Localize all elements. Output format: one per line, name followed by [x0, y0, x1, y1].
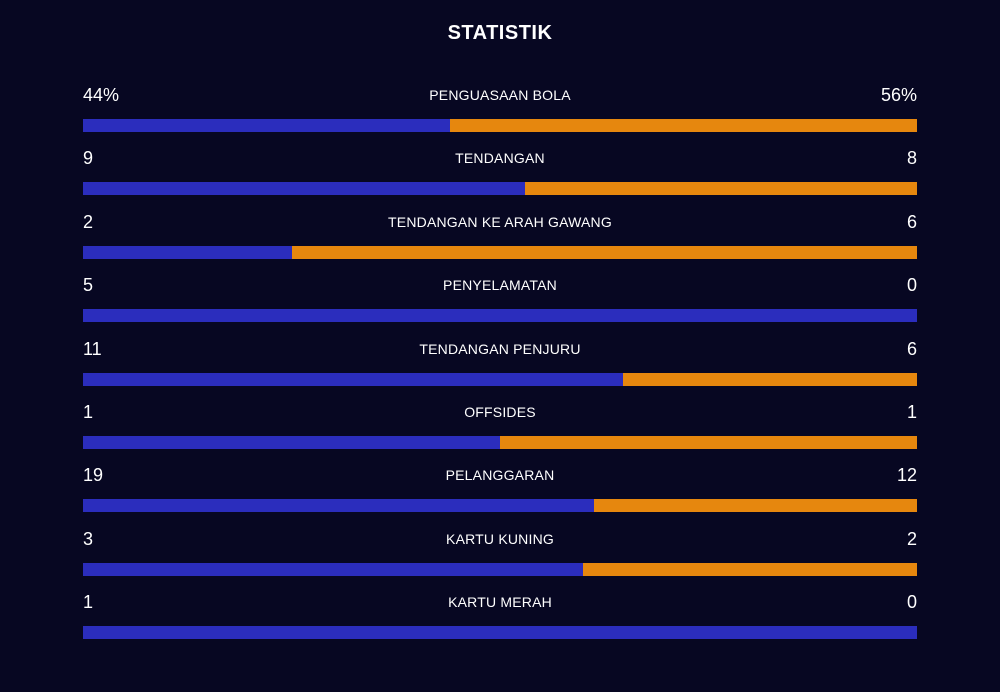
stat-label: OFFSIDES — [464, 404, 536, 420]
stat-away-value: 6 — [906, 211, 917, 232]
stat-label: PENYELAMATAN — [443, 277, 557, 294]
stat-home-value: 9 — [83, 148, 94, 169]
stat-away-value: 8 — [906, 148, 917, 169]
stat-bar-away — [524, 182, 917, 196]
stat-bar-home — [83, 562, 584, 576]
stat-label: PENGUASAAN BOLA — [429, 87, 571, 103]
stat-bar — [83, 245, 917, 259]
stat-away-value: 0 — [906, 275, 917, 296]
panel-title: STATISTIK — [447, 22, 553, 44]
stat-bar-home — [83, 499, 595, 513]
stat-row: 9 TENDANGAN 8 — [83, 147, 917, 199]
stat-home-value: 2 — [83, 211, 94, 232]
stat-bar — [83, 372, 917, 386]
stat-label: KARTU MERAH — [448, 594, 552, 611]
stat-bar-home — [83, 436, 500, 449]
stat-bar-away — [594, 499, 917, 513]
stat-bar-home — [83, 372, 623, 386]
stat-row: 11 TENDANGAN PENJURU 6 — [83, 338, 917, 390]
stat-label: TENDANGAN PENJURU — [419, 340, 581, 357]
stat-home-value: 11 — [83, 338, 102, 359]
stat-home-value: 19 — [83, 465, 104, 486]
stat-row: 1 KARTU MERAH 0 — [83, 591, 917, 643]
stat-row: 1 OFFSIDES 1 — [83, 401, 917, 453]
stat-bar-away — [291, 245, 917, 259]
stat-home-value: 3 — [83, 528, 94, 549]
stat-bar — [83, 562, 917, 576]
stat-bar — [83, 626, 917, 640]
stat-label: TENDANGAN — [455, 150, 545, 167]
stat-bar — [83, 499, 917, 513]
stat-row: 2 TENDANGAN KE ARAH GAWANG 6 — [83, 211, 917, 263]
stat-row: 44% PENGUASAAN BOLA 56% — [83, 84, 917, 136]
stat-bar-home — [83, 182, 525, 196]
stat-bar-home — [83, 626, 917, 640]
stat-label: TENDANGAN KE ARAH GAWANG — [388, 213, 612, 230]
stat-away-value: 1 — [906, 402, 917, 422]
stat-bar — [83, 436, 917, 449]
stat-row: 5 PENYELAMATAN 0 — [83, 274, 917, 326]
stat-row: 19 PELANGGARAN 12 — [83, 464, 917, 516]
stat-bar-home — [83, 309, 917, 323]
stat-home-value: 5 — [83, 275, 94, 296]
stat-bar-home — [83, 245, 292, 259]
stat-away-value: 12 — [896, 465, 917, 486]
stat-bar-away — [449, 119, 917, 132]
stat-home-value: 1 — [83, 402, 94, 422]
stat-away-value: 56% — [880, 85, 917, 105]
stat-bar-home — [83, 119, 450, 132]
stat-away-value: 2 — [906, 528, 917, 549]
stat-bar-away — [500, 436, 917, 449]
stat-bar-away — [622, 372, 917, 386]
stat-row: 3 KARTU KUNING 2 — [83, 528, 917, 580]
stat-home-value: 44% — [83, 85, 120, 105]
stat-away-value: 6 — [906, 338, 917, 359]
stat-label: PELANGGARAN — [445, 467, 555, 484]
stat-away-value: 0 — [906, 592, 917, 613]
stat-label: KARTU KUNING — [446, 530, 554, 547]
stat-bar — [83, 119, 917, 132]
stat-bar — [83, 309, 917, 323]
stat-home-value: 1 — [83, 592, 94, 613]
stat-bar — [83, 182, 917, 196]
stat-bar-away — [583, 562, 917, 576]
